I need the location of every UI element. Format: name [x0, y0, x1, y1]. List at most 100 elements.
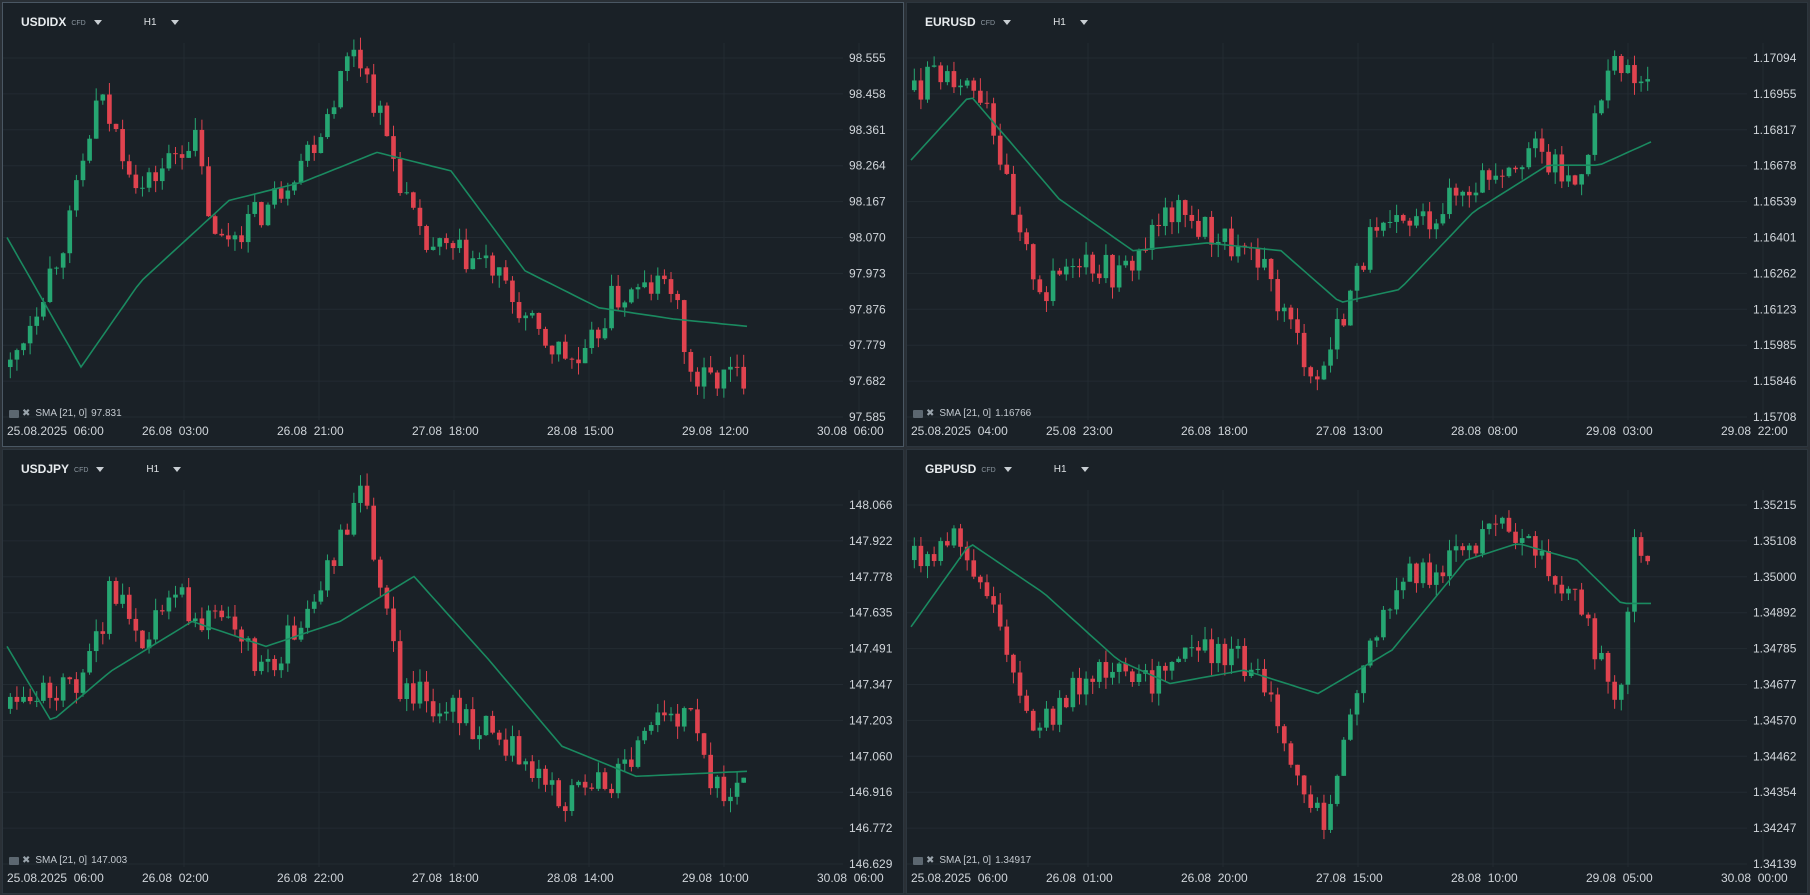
candle-body: [219, 233, 225, 236]
indicator-remove-icon[interactable]: ✖: [22, 408, 31, 419]
symbol-label[interactable]: GBPUSD: [925, 462, 977, 476]
candle-body: [728, 796, 733, 802]
candle-body: [1453, 546, 1459, 551]
candle-body: [41, 682, 46, 701]
chart-panel-eurusd[interactable]: 1.17094 1.16955 1.16817 1.16678 1.16539 1.164…: [906, 2, 1808, 447]
candle-body: [1090, 678, 1096, 682]
candle-body: [1315, 802, 1320, 808]
candle-body: [1004, 164, 1010, 174]
candle-body: [1394, 590, 1399, 610]
candle-body: [272, 658, 277, 671]
indicator-remove-icon[interactable]: ✖: [926, 855, 935, 866]
candle-body: [1110, 671, 1115, 678]
candle-body: [14, 696, 20, 702]
candle-body: [470, 709, 476, 740]
candle-body: [1473, 192, 1479, 196]
x-axis-label: 27.08 18:00: [412, 871, 479, 885]
timeframe-selector[interactable]: H1: [1053, 463, 1067, 475]
candle-body: [437, 713, 443, 717]
candle-body: [964, 80, 970, 86]
chart-panel-usdidx[interactable]: 98.555 98.458 98.361 98.264 98.167 98.070 97.9…: [2, 2, 904, 447]
timeframe-dropdown-icon[interactable]: [170, 19, 179, 25]
indicator-settings-icon[interactable]: [9, 409, 19, 418]
candle-body: [1638, 537, 1644, 556]
symbol-dropdown-icon[interactable]: [93, 19, 102, 25]
candlestick-chart[interactable]: 148.066 147.922 147.778 147.635 147.491 147.3…: [3, 450, 905, 895]
indicator-label: SMA [21, 0]: [35, 408, 88, 419]
timeframe-dropdown-icon[interactable]: [173, 466, 182, 472]
candle-body: [239, 235, 244, 243]
candlestick-chart[interactable]: 1.17094 1.16955 1.16817 1.16678 1.16539 1.164…: [907, 3, 1809, 448]
y-axis-label: 1.16678: [1753, 159, 1797, 173]
candle-body: [259, 202, 264, 226]
candle-body: [173, 153, 178, 155]
candle-body: [1367, 640, 1373, 666]
candle-body: [239, 629, 244, 642]
indicator-legend: ✖ SMA [21, 0] 147.003: [9, 855, 127, 866]
candle-body: [529, 312, 535, 316]
candle-body: [1334, 319, 1340, 350]
symbol-dropdown-icon[interactable]: [1003, 466, 1012, 472]
candle-body: [1096, 273, 1102, 279]
candle-body: [648, 725, 654, 731]
indicator-legend: ✖ SMA [21, 0] 1.16766: [913, 408, 1031, 419]
candle-body: [997, 604, 1003, 627]
y-axis-label: 1.35108: [1753, 534, 1797, 548]
symbol-label[interactable]: EURUSD: [925, 15, 976, 29]
candle-body: [496, 267, 502, 276]
candle-body: [153, 610, 158, 640]
candle-body: [470, 258, 476, 270]
y-axis-label: 98.458: [849, 87, 886, 101]
candle-body: [1288, 743, 1294, 765]
timeframe-selector[interactable]: H1: [143, 16, 157, 28]
candle-body: [938, 65, 944, 83]
indicator-settings-icon[interactable]: [913, 856, 923, 865]
candle-body: [1229, 648, 1234, 666]
chart-panel-usdjpy[interactable]: 148.066 147.922 147.778 147.635 147.491 147.3…: [2, 449, 904, 894]
x-axis-label: 26.08 21:00: [277, 424, 344, 438]
symbol-dropdown-icon[interactable]: [96, 466, 105, 472]
candle-body: [384, 587, 390, 609]
timeframe-selector[interactable]: H1: [146, 463, 160, 475]
symbol-label[interactable]: USDIDX: [21, 15, 67, 29]
candlestick-chart[interactable]: 1.35215 1.35108 1.35000 1.34892 1.34785 1.346…: [907, 450, 1809, 895]
candle-body: [1493, 523, 1499, 525]
candle-body: [331, 560, 337, 566]
y-axis-label: 98.167: [849, 195, 886, 209]
candle-body: [688, 708, 694, 710]
candle-body: [1618, 56, 1624, 74]
candle-body: [1182, 647, 1188, 659]
timeframe-selector[interactable]: H1: [1053, 16, 1066, 28]
y-axis-label: 97.779: [849, 338, 886, 352]
timeframe-dropdown-icon[interactable]: [1079, 19, 1088, 25]
candle-body: [1163, 665, 1168, 671]
candle-body: [1044, 708, 1049, 728]
candle-body: [1268, 258, 1274, 280]
candle-body: [1004, 626, 1010, 655]
candle-body: [1638, 81, 1644, 84]
candle-body: [166, 597, 172, 612]
chart-panel-gbpusd[interactable]: 1.35215 1.35108 1.35000 1.34892 1.34785 1.346…: [906, 449, 1808, 894]
candle-body: [1242, 645, 1247, 677]
indicator-settings-icon[interactable]: [9, 856, 19, 865]
timeframe-dropdown-icon[interactable]: [1080, 466, 1089, 472]
candle-body: [1334, 775, 1340, 804]
candle-body: [1506, 167, 1512, 177]
candlestick-chart[interactable]: 98.555 98.458 98.361 98.264 98.167 98.070 97.9…: [3, 3, 905, 448]
candle-body: [596, 772, 601, 789]
candle-body: [1130, 671, 1135, 683]
candle-body: [516, 736, 522, 765]
x-axis-label: 25.08.2025 06:00: [7, 871, 104, 885]
candle-body: [708, 367, 713, 373]
candle-body: [1506, 517, 1512, 532]
candle-body: [569, 785, 575, 812]
symbol-label[interactable]: USDJPY: [21, 462, 70, 476]
candle-body: [681, 708, 687, 727]
candle-body: [1044, 292, 1049, 302]
indicator-remove-icon[interactable]: ✖: [22, 855, 31, 866]
indicator-settings-icon[interactable]: [913, 409, 923, 418]
symbol-dropdown-icon[interactable]: [1003, 19, 1012, 25]
indicator-remove-icon[interactable]: ✖: [926, 408, 935, 419]
candle-body: [1024, 695, 1029, 711]
